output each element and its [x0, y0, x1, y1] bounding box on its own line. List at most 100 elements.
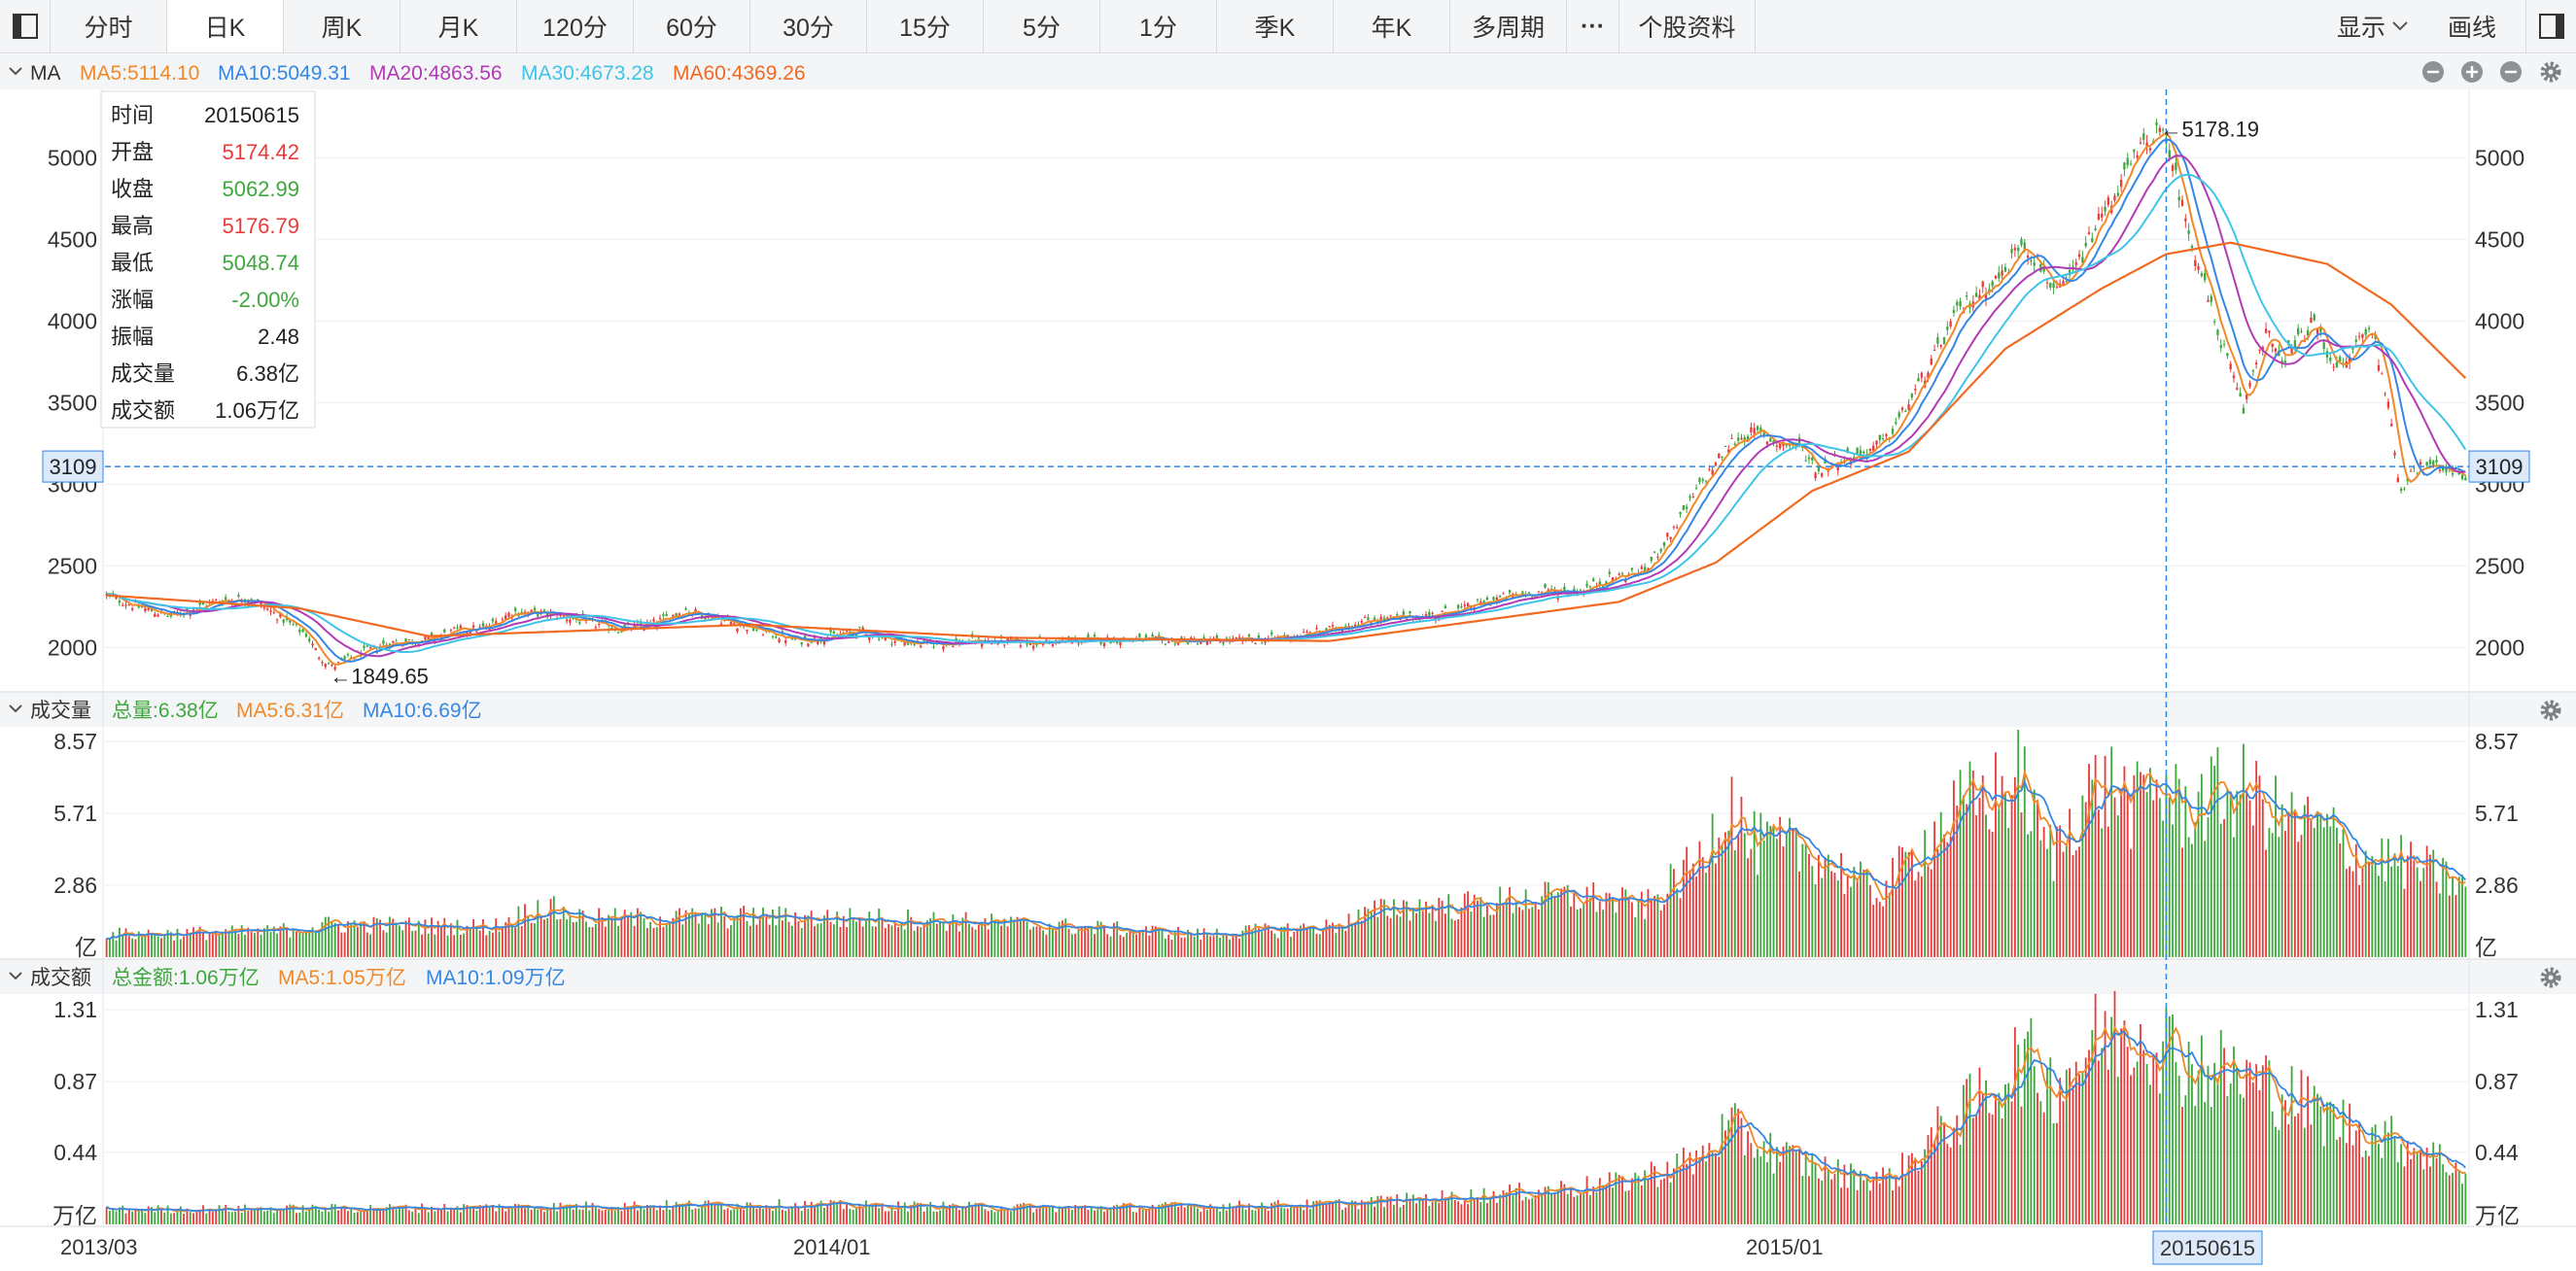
- volume-bar: [176, 928, 179, 957]
- tab-yearly-k[interactable]: 年K: [1334, 0, 1450, 52]
- candle: [1900, 406, 1904, 413]
- volume-bar: [1621, 887, 1623, 957]
- draw-button[interactable]: 画线: [2448, 15, 2497, 42]
- tab-multi-period[interactable]: 多周期: [1450, 0, 1567, 52]
- volume-bar: [1087, 926, 1090, 957]
- volume-bar: [1350, 924, 1353, 957]
- volume-bar: [955, 923, 957, 957]
- candle: [1694, 484, 1698, 491]
- volume-bar: [221, 933, 224, 957]
- amount-settings-gear-icon[interactable]: [2540, 967, 2561, 988]
- amount-bar: [575, 1203, 577, 1224]
- volume-settings-gear-icon[interactable]: [2540, 700, 2561, 721]
- crosshair: 3109 3109: [42, 89, 2530, 1226]
- volume-bar: [1502, 903, 1505, 957]
- amount-bar: [1205, 1210, 1208, 1224]
- tab-30min[interactable]: 30分: [750, 0, 867, 52]
- volume-bar: [1495, 903, 1498, 957]
- amount-bar: [537, 1210, 540, 1224]
- tab-quarterly-k[interactable]: 季K: [1217, 0, 1334, 52]
- amount-bar: [2069, 1068, 2071, 1224]
- tab-5min[interactable]: 5分: [984, 0, 1100, 52]
- amount-bar: [1933, 1141, 1936, 1224]
- candle: [1019, 642, 1023, 649]
- zoom-out-icon[interactable]: [2500, 61, 2522, 83]
- minimize-panel-icon[interactable]: [2422, 61, 2444, 83]
- candle: [2310, 311, 2313, 324]
- amount-bar: [675, 1202, 678, 1224]
- candle: [2242, 403, 2245, 414]
- volume-bar: [2374, 862, 2377, 957]
- amount-bar: [2004, 1083, 2006, 1224]
- volume-bar: [2168, 797, 2171, 957]
- tab-60min[interactable]: 60分: [634, 0, 750, 52]
- price-panel-collapse-icon[interactable]: [9, 67, 22, 76]
- price-settings-gear-icon[interactable]: [2540, 61, 2561, 83]
- tab-monthly-k[interactable]: 月K: [400, 0, 517, 52]
- volume-bar: [907, 909, 909, 957]
- volume-panel-collapse-icon[interactable]: [9, 704, 22, 713]
- amount-bar: [2251, 1082, 2254, 1224]
- volume-bar: [2065, 843, 2068, 957]
- amount-bar: [1673, 1168, 1675, 1224]
- amount-bar: [1814, 1162, 1817, 1224]
- zoom-in-icon[interactable]: [2461, 61, 2483, 83]
- volume-bar: [633, 925, 636, 957]
- stock-info-button[interactable]: 个股资料: [1619, 0, 1756, 52]
- tab-1min[interactable]: 1分: [1100, 0, 1217, 52]
- amount-bar: [630, 1206, 633, 1224]
- amount-bar: [1630, 1178, 1633, 1224]
- amount-bar: [1644, 1170, 1647, 1224]
- tab-weekly-k[interactable]: 周K: [284, 0, 400, 52]
- amount-bar: [2275, 1126, 2277, 1224]
- tab-fenshi[interactable]: 分时: [51, 0, 167, 52]
- amount-bar: [572, 1209, 574, 1224]
- amount-bar: [375, 1210, 378, 1224]
- tab-15min[interactable]: 15分: [867, 0, 984, 52]
- volume-bar: [234, 928, 236, 957]
- volume-bar: [2284, 831, 2286, 957]
- amount-bar: [1959, 1144, 1962, 1224]
- panel-toggle-icon[interactable]: [2525, 0, 2576, 52]
- candle: [2254, 360, 2258, 369]
- amount-bar: [485, 1204, 488, 1224]
- amount-bar: [1271, 1203, 1273, 1224]
- amount-panel-collapse-icon[interactable]: [9, 972, 22, 980]
- volume-bar: [987, 929, 990, 957]
- volume-bar: [389, 916, 391, 957]
- volume-bar: [2435, 881, 2438, 957]
- volume-bar: [492, 932, 494, 957]
- volume-bar: [501, 926, 504, 957]
- volume-bar: [192, 927, 194, 957]
- volume-bar: [645, 928, 648, 957]
- volume-bar: [1705, 872, 1707, 957]
- volume-bar: [1740, 796, 1743, 957]
- candle: [2357, 331, 2361, 341]
- amount-bar: [1946, 1144, 1949, 1224]
- candle: [1856, 447, 1859, 455]
- more-button[interactable]: ···: [1567, 0, 1619, 52]
- sidebar-toggle-icon[interactable]: [0, 0, 51, 52]
- amount-bar: [704, 1200, 707, 1224]
- amount-bar: [1927, 1135, 1930, 1224]
- volume-bar: [218, 934, 221, 957]
- volume-bar: [436, 920, 439, 957]
- volume-bar: [431, 917, 433, 957]
- volume-bar: [585, 921, 587, 957]
- volume-bar: [1318, 934, 1321, 957]
- tab-daily-k[interactable]: 日K: [167, 0, 284, 52]
- legend-amount-ma5: MA5:1.05万亿: [278, 967, 406, 989]
- amount-bar: [2001, 1118, 2003, 1224]
- display-menu-button[interactable]: 显示: [2337, 0, 2415, 52]
- volume-bar: [524, 904, 526, 957]
- amount-bar: [2116, 1077, 2119, 1224]
- amount-bar: [1608, 1172, 1611, 1224]
- amount-bar: [2078, 1074, 2080, 1224]
- volume-bar: [1470, 911, 1473, 957]
- tab-120min[interactable]: 120分: [517, 0, 634, 52]
- volume-bar: [1743, 833, 1746, 957]
- amount-bar: [2081, 1071, 2084, 1224]
- volume-bar: [2177, 778, 2180, 957]
- volume-bar: [1045, 934, 1048, 957]
